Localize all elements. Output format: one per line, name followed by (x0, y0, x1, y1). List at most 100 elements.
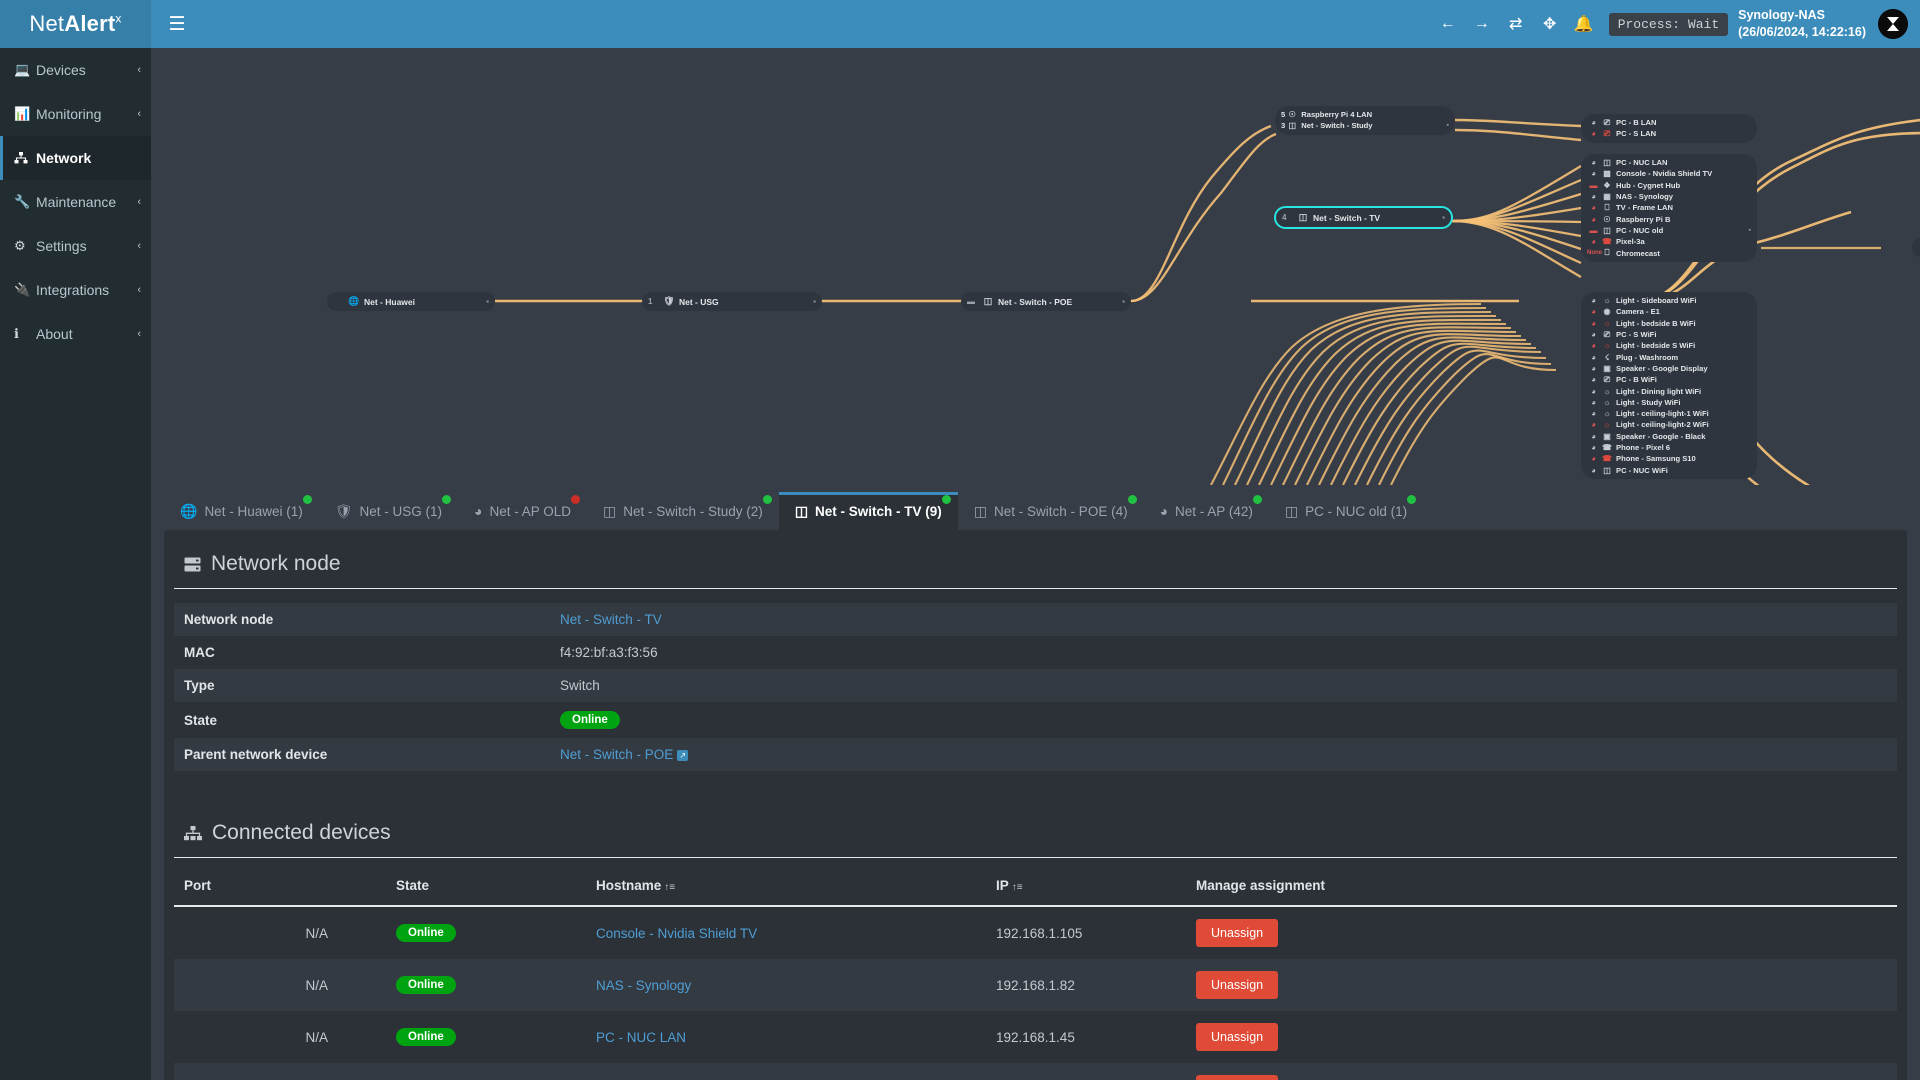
map-node-row[interactable]: ◕ ☎ Phone - Samsung S10 (1587, 453, 1751, 464)
map-group-study[interactable]: 5 ☉ Raspberry Pi 4 LAN 3 ◫ Net - Switch … (1275, 106, 1455, 135)
map-node-switch-poe[interactable]: ▬ ◫ Net - Switch - POE ▪ (961, 292, 1131, 311)
map-node-row[interactable]: ◕ ▦ NAS - Synology (1587, 191, 1751, 202)
table-row: MAC f4:92:bf:a3:f3:56 (174, 636, 1897, 669)
refresh-icon[interactable]: ⇄ (1509, 16, 1523, 33)
tab-net-ap-old[interactable]: ◕ Net - AP OLD (458, 492, 587, 530)
map-node-row[interactable]: 3 ◫ Net - Switch - Study ▪ (1281, 120, 1449, 131)
sort-icon[interactable]: ↑≡ (1011, 882, 1023, 893)
map-group-pc-lan[interactable]: ◕ ⎚ PC - B LAN ◕ ⎚ PC - S LAN (1581, 114, 1757, 143)
hostname-link[interactable]: PC - NUC LAN (596, 1029, 687, 1045)
arrow-right-icon[interactable]: → (1473, 15, 1490, 32)
tab-net-usg[interactable]: 🛡 Net - USG (1) (319, 492, 458, 530)
tab-net-switch-tv[interactable]: ◫ Net - Switch - TV (9) (778, 492, 958, 530)
external-link-icon[interactable]: ↗ (677, 750, 689, 761)
unassign-button[interactable]: Unassign (1196, 1075, 1279, 1080)
map-node-row[interactable]: ◕ ▩ Console - Nvidia Shield TV (1587, 168, 1751, 179)
tab-net-ap[interactable]: ◕ Net - AP (42) (1144, 492, 1269, 530)
device-count: ▬ (967, 297, 975, 306)
map-node-usg[interactable]: 1 🛡 Net - USG ▪ (642, 292, 822, 311)
table-row[interactable]: N/A Offline Pixel-3a 192.168.1.173 Unass… (174, 1063, 1897, 1080)
avatar[interactable] (1878, 9, 1908, 39)
sidebar-item-integrations[interactable]: 🔌 Integrations ‹ (0, 268, 151, 312)
map-node-row[interactable]: ◕ ☎ Pixel-3a (1587, 236, 1751, 247)
user-name: Synology-NAS (1738, 8, 1825, 23)
map-node-row[interactable]: ◕ ▣ Speaker - Google Display (1587, 363, 1751, 374)
table-row[interactable]: N/A Online NAS - Synology 192.168.1.82 U… (174, 959, 1897, 1011)
map-node-row[interactable]: ◕ ⎚ PC - B WiFi (1587, 374, 1751, 385)
tab-pc-nuc-old[interactable]: ◫ PC - NUC old (1) (1269, 492, 1423, 530)
switch-icon: ◫ (603, 502, 617, 519)
map-node-row[interactable]: ◕ ⎕ TV - Frame LAN (1587, 202, 1751, 213)
map-node-huawei[interactable]: 🌐 Net - Huawei ▪ (327, 292, 495, 311)
node-label: Light - ceiling-light-2 WiFi (1616, 420, 1709, 430)
sidebar-item-network[interactable]: Network (0, 136, 151, 180)
unassign-button[interactable]: Unassign (1196, 919, 1279, 947)
map-node-switch-tv[interactable]: 4 ◫ Net - Switch - TV ▪ (1274, 206, 1453, 229)
phone-icon: ☎ (1602, 443, 1612, 452)
map-node-row[interactable]: ◕ ☼ Light - Dining light WiFi (1587, 385, 1751, 396)
sidebar-item-about[interactable]: ℹ About ‹ (0, 312, 151, 356)
map-node-row[interactable]: ▬ ❖ Hub - Cygnet Hub (1587, 180, 1751, 191)
map-node-row[interactable]: ◕ ☎ Phone - Pixel 6 (1587, 442, 1751, 453)
map-node-row[interactable]: ◕ ◫ PC - NUC LAN (1587, 157, 1751, 168)
globe-icon: 🌐 (180, 502, 198, 519)
status-badge: Online (396, 924, 456, 942)
map-node-row[interactable]: ◕ ☉ Raspberry Pi B (1587, 213, 1751, 224)
tab-net-huawei[interactable]: 🌐 Net - Huawei (1) (164, 492, 319, 530)
unassign-button[interactable]: Unassign (1196, 1023, 1279, 1051)
map-node-row[interactable]: None ⎕ Chromecast (1587, 247, 1751, 258)
node-name-link[interactable]: Net - Switch - TV (560, 612, 662, 627)
map-node-row[interactable]: ◕ ☼ Light - ceiling-light-1 WiFi (1587, 408, 1751, 419)
move-icon[interactable]: ✥ (1543, 16, 1557, 33)
map-node-row[interactable]: ◕ ◫ PC - NUC WiFi (1587, 464, 1751, 475)
map-node-row[interactable]: ◕ ⎚ PC - S WiFi (1587, 329, 1751, 340)
sidebar-item-maintenance[interactable]: 🔧 Maintenance ‹ (0, 180, 151, 224)
wifi-icon: ◕ (1159, 503, 1169, 519)
map-node-row[interactable]: ◕ ☼ Light - Study WiFi (1587, 397, 1751, 408)
wifi-icon: ◕ (1591, 363, 1596, 373)
column-header-ip[interactable]: IP ↑≡ (986, 872, 1186, 907)
map-node-row[interactable]: ◕ ☼ Light - Sideboard WiFi (1587, 295, 1751, 306)
unassign-button[interactable]: Unassign (1196, 971, 1279, 999)
desktop-icon: ⎚ (1603, 329, 1611, 339)
map-node-row[interactable]: ◕ ☼ Light - bedside S WiFi (1587, 340, 1751, 351)
column-header-state[interactable]: State (386, 872, 586, 907)
table-row[interactable]: N/A Online Console - Nvidia Shield TV 19… (174, 906, 1897, 959)
map-node-row[interactable]: 5 ☉ Raspberry Pi 4 LAN (1281, 109, 1449, 120)
arrow-left-icon[interactable]: ← (1439, 15, 1456, 32)
connected-devices-heading: Connected devices (174, 817, 1897, 845)
sidebar-item-monitoring[interactable]: 📊 Monitoring ‹ (0, 92, 151, 136)
sidebar-item-settings[interactable]: ⚙ Settings ‹ (0, 224, 151, 268)
app-logo[interactable]: NetAlertx (0, 0, 151, 48)
parent-node-link[interactable]: Net - Switch - POE (560, 747, 674, 762)
chevron-left-icon: ‹ (137, 196, 141, 208)
raspberrypi-icon: ☉ (1288, 110, 1296, 120)
status-badge: Online (396, 1028, 456, 1046)
plug-icon: 🔌 (14, 282, 31, 297)
tab-net-switch-study[interactable]: ◫ Net - Switch - Study (2) (587, 492, 779, 530)
sidebar-item-devices[interactable]: 💻 Devices ‹ (0, 48, 151, 92)
map-group-switch-tv-devices[interactable]: ◕ ◫ PC - NUC LAN ◕ ▩ Console - Nvidia Shield… (1581, 154, 1757, 262)
table-row[interactable]: N/A Online PC - NUC LAN 192.168.1.45 Una… (174, 1011, 1897, 1063)
map-node-row[interactable]: ◕ ▣ Speaker - Google - Black (1587, 431, 1751, 442)
hamburger-icon[interactable]: ☰ (168, 13, 186, 35)
network-topology-map[interactable]: 5 ☉ Raspberry Pi 4 LAN 3 ◫ Net - Switch … (151, 48, 1920, 485)
column-header-port[interactable]: Port (174, 872, 386, 907)
hostname-link[interactable]: Console - Nvidia Shield TV (596, 925, 758, 941)
map-node-row[interactable]: ◕ ☼ Light - bedside B WiFi (1587, 318, 1751, 329)
map-node-row[interactable]: ◕ ⎚ PC - B LAN (1587, 117, 1751, 128)
map-node-row[interactable]: ◕ ☼ Light - ceiling-light-2 WiFi (1587, 419, 1751, 430)
cell-port: N/A (305, 1029, 328, 1045)
bell-icon[interactable]: 🔔 (1573, 16, 1594, 33)
map-node-vm-nixos[interactable]: ◕ ▬ VM - NixOS (1912, 238, 1920, 257)
tab-net-switch-poe[interactable]: ◫ Net - Switch - POE (4) (958, 492, 1144, 530)
hostname-link[interactable]: NAS - Synology (596, 977, 692, 993)
map-node-row[interactable]: ◕ ☇ Plug - Washroom (1587, 351, 1751, 362)
sort-icon[interactable]: ↑≡ (664, 882, 676, 893)
column-header-hostname[interactable]: Hostname ↑≡ (586, 872, 986, 907)
map-node-row[interactable]: ▬ ◫ PC - NUC old ▪ (1587, 225, 1752, 236)
map-group-ap-devices[interactable]: ◕ ☼ Light - Sideboard WiFi ◕ ◉ Camera - E1 ◕… (1581, 292, 1757, 479)
map-node-row[interactable]: ◕ ⎚ PC - S LAN (1587, 128, 1751, 139)
user-timestamp: (26/06/2024, 14:22:16) (1738, 25, 1866, 39)
map-node-row[interactable]: ◕ ◉ Camera - E1 (1587, 306, 1751, 317)
